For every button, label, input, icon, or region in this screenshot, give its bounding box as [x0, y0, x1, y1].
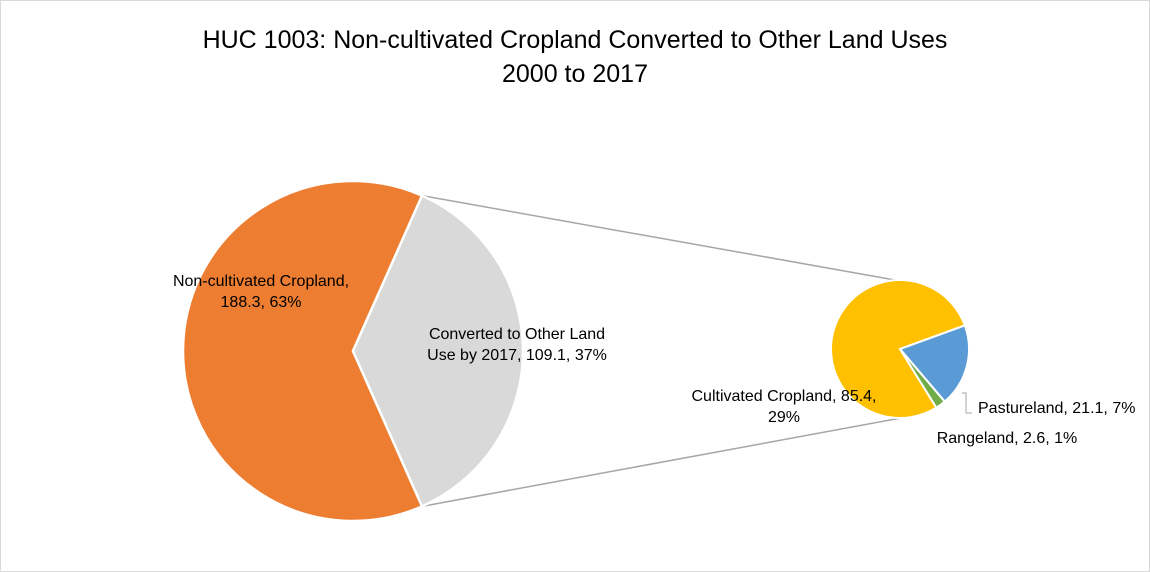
data-label-cultivated-cropland: Cultivated Cropland, 85.4, 29% [692, 388, 877, 426]
data-label-converted-to-other-land-use-by-2017-line-1: Converted to Other Land [429, 326, 605, 343]
data-label-converted-to-other-land-use-by-2017: Converted to Other Land Use by 2017, 109.… [427, 326, 607, 364]
slice-rangeland [899, 348, 947, 410]
leader-lines [962, 392, 972, 414]
slice-non-cultivated-cropland [181, 179, 424, 523]
data-label-converted-to-other-land-use-by-2017-line-2: Use by 2017, 109.1, 37% [427, 347, 607, 364]
chart-title: HUC 1003: Non-cultivated Cropland Conver… [1, 23, 1149, 91]
slice-converted-to-other-land-use-by-2017 [351, 194, 525, 508]
data-label-non-cultivated-cropland-line-1: Non-cultivated Cropland, [173, 273, 349, 290]
chart-title-line-2: 2000 to 2017 [502, 60, 648, 88]
connector-line-bottom [421, 417, 902, 508]
connector-lines [421, 194, 907, 508]
slice-pastureland [898, 324, 970, 403]
data-label-pastureland: Pastureland, 21.1, 7% [978, 400, 1135, 417]
data-label-rangeland-line-1: Rangeland, 2.6, 1% [937, 430, 1078, 447]
chart-title-line-1: HUC 1003: Non-cultivated Cropland Conver… [202, 26, 948, 54]
data-label-rangeland: Rangeland, 2.6, 1% [937, 430, 1078, 447]
leader-line-pastureland [962, 392, 972, 414]
main-pie [181, 179, 525, 523]
data-label-cultivated-cropland-line-2: 29% [768, 409, 800, 426]
data-label-non-cultivated-cropland: Non-cultivated Cropland, 188.3, 63% [173, 273, 349, 311]
secondary-pie [830, 279, 970, 419]
data-label-non-cultivated-cropland-line-2: 188.3, 63% [221, 294, 302, 311]
data-label-pastureland-line-1: Pastureland, 21.1, 7% [978, 400, 1135, 417]
data-label-cultivated-cropland-line-1: Cultivated Cropland, 85.4, [692, 388, 877, 405]
slice-cultivated-cropland [830, 279, 967, 419]
connector-line-top [421, 194, 907, 283]
